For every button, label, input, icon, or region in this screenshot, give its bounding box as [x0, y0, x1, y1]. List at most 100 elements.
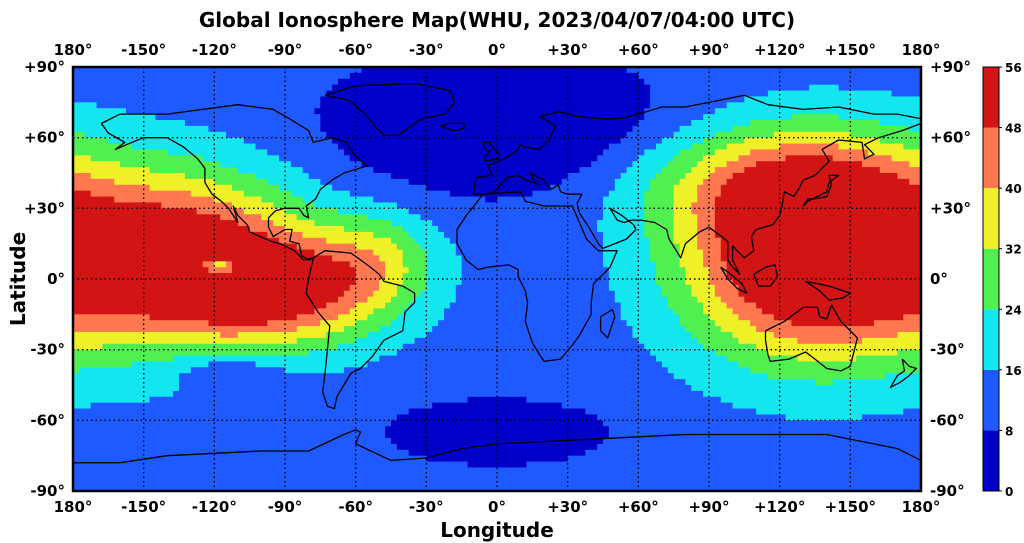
tec-cell: [73, 131, 86, 139]
tec-cell: [296, 337, 357, 345]
tec-cell: [703, 308, 734, 315]
tec-cell: [791, 114, 840, 121]
tec-cell: [744, 167, 881, 174]
tec-cell: [667, 296, 698, 304]
tec-cell: [591, 161, 634, 168]
tec-cell: [90, 173, 186, 180]
tec-cell: [603, 208, 645, 215]
tec-cell: [497, 196, 604, 204]
tec-cell: [685, 279, 710, 286]
tec-cell: [714, 220, 922, 227]
tec-cell: [338, 343, 404, 351]
tec-cell: [73, 367, 80, 374]
coastline-borneo: [753, 264, 778, 287]
tec-cell: [343, 367, 669, 374]
tec-cell: [673, 308, 704, 315]
tec-cell: [667, 302, 704, 310]
tec-cell: [673, 131, 716, 139]
tec-cell: [314, 220, 392, 227]
colorbar-segment: [983, 309, 999, 370]
x-tick-label-top: -90°: [268, 41, 303, 59]
tec-cell: [714, 149, 751, 156]
tec-cell: [190, 367, 286, 374]
tec-cell: [709, 173, 734, 180]
tec-cell: [597, 220, 645, 227]
tec-cell: [673, 373, 769, 380]
tec-cell: [396, 414, 598, 421]
tec-cell: [402, 273, 427, 280]
tec-cell: [396, 202, 604, 209]
tec-cell: [243, 137, 333, 145]
tec-cell: [608, 432, 922, 439]
tec-cell: [585, 408, 757, 416]
tec-cell: [402, 255, 427, 262]
tec-cell: [279, 184, 333, 192]
y-tick-label-left: +90°: [24, 58, 65, 76]
tec-cell: [90, 190, 192, 198]
tec-cell: [408, 408, 586, 416]
tec-cell: [208, 320, 268, 327]
tec-cell: [897, 173, 922, 180]
tec-cell: [314, 202, 398, 209]
tec-cell: [426, 255, 463, 262]
tec-cell: [644, 214, 675, 221]
x-tick-label-bottom: -30°: [409, 498, 444, 516]
colorbar-tick-label: 56: [1005, 61, 1022, 75]
x-tick-label-top: 180°: [54, 41, 93, 59]
tec-cell: [190, 190, 245, 198]
tec-cell: [744, 96, 922, 103]
tec-cell: [656, 279, 687, 286]
tec-cell: [249, 226, 286, 233]
tec-cell: [726, 267, 922, 274]
tec-cell: [114, 178, 215, 186]
tec-cell: [838, 143, 904, 151]
tec-cell: [797, 355, 857, 363]
tec-cell: [320, 320, 357, 327]
tec-cell: [673, 184, 698, 192]
x-tick-label-top: 0°: [488, 41, 506, 59]
tec-cell: [73, 349, 310, 357]
tec-cell: [720, 237, 922, 245]
tec-cell: [603, 202, 645, 209]
tec-cell: [679, 255, 704, 262]
tec-cell: [355, 320, 392, 327]
tec-cell: [767, 90, 893, 98]
tec-cell: [644, 114, 704, 121]
tec-cell: [73, 72, 351, 80]
tec-cell: [420, 214, 604, 221]
tec-cell: [279, 237, 327, 245]
tec-cell: [720, 249, 922, 257]
tec-cell: [726, 261, 922, 268]
tec-cell: [461, 273, 610, 280]
tec-cell: [379, 326, 433, 333]
tec-cell: [750, 320, 793, 327]
tec-cell: [90, 402, 433, 410]
tec-cell: [838, 114, 922, 121]
tec-cell: [685, 273, 710, 280]
tec-cell: [644, 149, 681, 156]
tec-cell: [84, 131, 227, 139]
tec-cell: [73, 426, 386, 433]
tec-cell: [703, 155, 740, 162]
coastline-indonesia: [720, 266, 748, 294]
tec-cell: [638, 120, 692, 127]
tec-cell: [179, 373, 675, 380]
y-tick-label-left: -60°: [30, 411, 65, 429]
tec-cell: [355, 337, 416, 345]
tec-cell: [597, 155, 639, 162]
tec-cell: [449, 237, 604, 245]
tec-cell: [455, 296, 616, 304]
coastline-australia: [764, 304, 859, 372]
x-tick-label-bottom: 0°: [488, 498, 506, 516]
tec-cell: [426, 184, 551, 192]
tec-cell: [697, 237, 722, 245]
tec-cell: [296, 214, 369, 221]
y-tick-label-right: -30°: [930, 341, 965, 359]
tec-cell: [703, 255, 722, 262]
tec-cell: [373, 290, 398, 298]
tec-cell: [361, 161, 592, 168]
tec-cell: [614, 178, 651, 186]
tec-cell: [750, 149, 869, 156]
tec-cell: [73, 385, 180, 392]
tec-cell: [608, 273, 657, 280]
